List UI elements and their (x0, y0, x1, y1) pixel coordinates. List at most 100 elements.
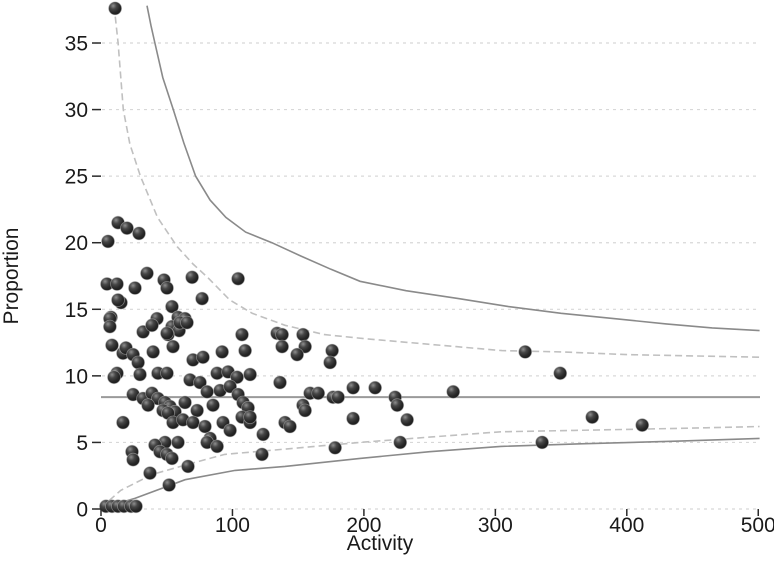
data-point (206, 398, 220, 413)
data-point (165, 299, 179, 314)
data-point (196, 350, 210, 365)
data-point (146, 344, 161, 359)
x-tick-label: 0 (95, 514, 107, 537)
data-point (110, 277, 124, 291)
data-point (186, 415, 200, 430)
data-point (231, 271, 246, 286)
y-tick-label: 10 (65, 365, 88, 388)
data-point (235, 327, 249, 342)
data-point (296, 327, 310, 342)
data-point (116, 415, 130, 430)
data-point (518, 344, 533, 359)
data-point (325, 343, 340, 358)
data-point (166, 339, 180, 354)
x-tick-label: 500 (741, 514, 774, 537)
data-point (195, 291, 210, 306)
data-point (200, 384, 215, 399)
data-point (230, 370, 245, 385)
data-point (185, 270, 200, 285)
data-point (132, 226, 146, 241)
data-point (298, 403, 313, 418)
data-point (128, 281, 142, 295)
y-tick-label: 30 (65, 99, 88, 122)
control-limit-curves (100, 5, 760, 510)
y-axis-title: Proportion (0, 228, 23, 325)
x-tick-label: 200 (346, 514, 381, 537)
y-tick-label: 5 (76, 432, 88, 455)
data-point (535, 435, 549, 450)
y-tick-label: 0 (76, 499, 88, 522)
y-tick-label: 20 (65, 232, 88, 255)
data-point (180, 315, 194, 330)
data-point (346, 380, 361, 395)
data-point (275, 339, 290, 354)
data-point (103, 319, 117, 334)
data-point (273, 375, 287, 390)
data-point (243, 410, 258, 425)
data-point (446, 384, 461, 399)
data-point (162, 478, 177, 492)
data-point (143, 466, 157, 481)
data-point (193, 375, 207, 390)
data-point (243, 367, 258, 382)
data-point (108, 1, 122, 16)
data-point (133, 367, 147, 382)
data-point (255, 447, 269, 462)
data-point (171, 435, 185, 450)
data-point (346, 411, 361, 426)
y-tick-label: 35 (65, 33, 88, 56)
x-tick-label: 100 (215, 514, 250, 537)
data-point (198, 419, 212, 434)
x-tick-label: 300 (478, 514, 513, 537)
data-point (129, 499, 143, 514)
data-point (178, 395, 192, 410)
data-point (181, 459, 195, 474)
data-point (256, 427, 271, 442)
axis-ticks (92, 42, 759, 516)
data-point (323, 355, 338, 370)
data-point (215, 344, 230, 359)
data-point (368, 380, 383, 395)
y-tick-label: 25 (65, 166, 88, 189)
data-point (105, 338, 119, 353)
data-point (290, 347, 305, 362)
data-point (275, 327, 290, 342)
data-point (111, 293, 125, 307)
data-point (165, 451, 179, 466)
data-point (635, 418, 650, 433)
data-point (160, 281, 174, 295)
data-point (223, 423, 238, 438)
data-point (328, 440, 343, 455)
upper-warning-limit-dashed (113, 5, 760, 358)
lower-control-limit-solid (100, 437, 760, 510)
data-point (131, 355, 146, 370)
data-point (160, 366, 174, 381)
y-tick-label: 15 (65, 299, 88, 322)
x-tick-label: 400 (609, 514, 644, 537)
data-point (141, 398, 156, 413)
data-point (210, 439, 225, 454)
data-point (390, 398, 405, 413)
x-axis-title: Activity (347, 532, 414, 555)
data-point (283, 419, 297, 434)
data-point (160, 326, 174, 341)
data-point (331, 390, 346, 405)
data-points (99, 1, 650, 514)
data-point (107, 370, 121, 385)
data-point (238, 343, 253, 358)
data-point (400, 412, 415, 427)
data-point (190, 403, 205, 418)
data-point (553, 366, 568, 381)
tick-labels: 0 5 10 15 20 25 30 35 0 100 200 300 400 500 (65, 33, 774, 537)
data-point (311, 386, 326, 401)
data-point (585, 410, 600, 425)
data-point (126, 452, 141, 467)
lower-warning-limit-dashed (100, 425, 760, 509)
data-point (393, 435, 408, 450)
data-point (140, 266, 154, 281)
data-point (120, 221, 134, 236)
upper-control-limit-solid (146, 5, 760, 332)
data-point (101, 234, 115, 249)
